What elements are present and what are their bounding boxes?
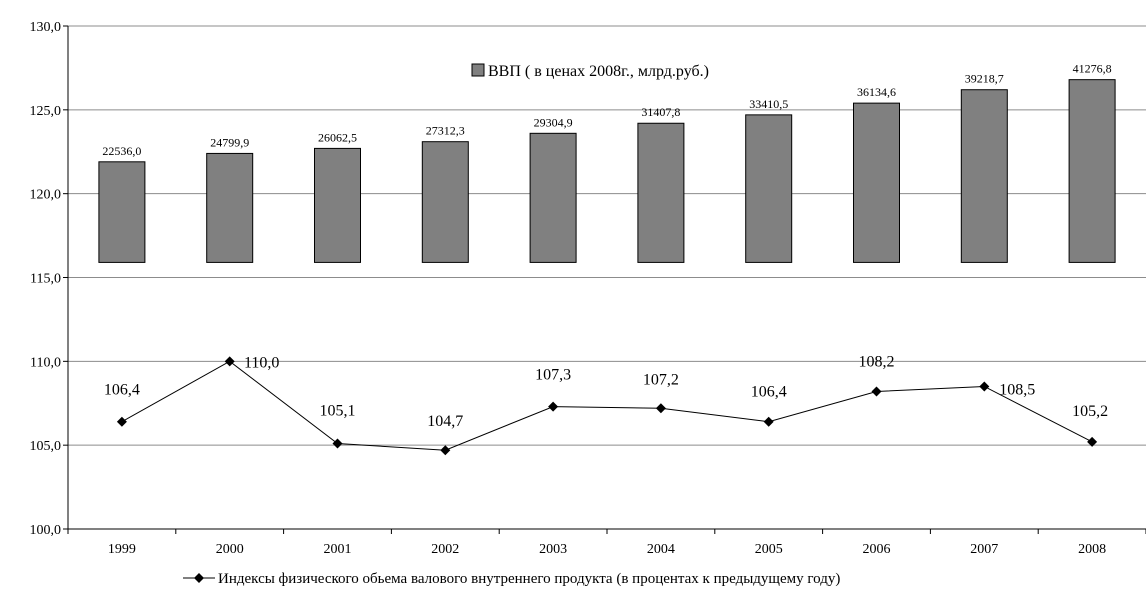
bar xyxy=(960,89,1008,263)
legend-bars: ВВП ( в ценах 2008г., млрд.руб.) xyxy=(471,63,709,80)
line-data-label: 110,0 xyxy=(244,354,279,371)
bar xyxy=(98,161,146,263)
bar xyxy=(421,141,469,263)
legend-line-label: Индексы физического обьема валового внут… xyxy=(218,571,840,587)
bar-data-label: 24799,9 xyxy=(210,135,249,149)
bar-data-label: 36134,6 xyxy=(857,85,896,99)
y-tick-label: 100,0 xyxy=(30,523,62,538)
y-tick-label: 115,0 xyxy=(30,272,61,287)
x-tick-label: 2000 xyxy=(216,542,244,557)
line-point xyxy=(871,386,882,397)
y-axis-ticks: 100,0 105,0 110,0 115,0 120,0 125,0 130,0 xyxy=(30,20,68,538)
y-tick-label: 105,0 xyxy=(30,439,62,454)
bar xyxy=(637,122,685,263)
bar-data-label: 31407,8 xyxy=(641,105,680,119)
y-tick-label: 125,0 xyxy=(30,104,62,119)
line-point xyxy=(224,356,235,367)
bar-data-label: 26062,5 xyxy=(318,130,357,144)
legend-bar-swatch xyxy=(471,63,485,77)
line-data-label: 108,5 xyxy=(999,381,1035,398)
line-data-label: 107,2 xyxy=(643,371,679,388)
x-tick-label: 2006 xyxy=(863,542,891,557)
y-tick-label: 130,0 xyxy=(30,20,62,35)
x-tick-label: 2002 xyxy=(431,542,459,557)
line-data-labels: 106,4 110,0 105,1 104,7 107,3 107,2 106,4 108,2… xyxy=(104,354,1108,431)
x-tick-label: 2007 xyxy=(970,542,998,557)
line-series xyxy=(116,356,1098,456)
line-data-label: 105,1 xyxy=(320,402,356,419)
bar xyxy=(529,132,577,263)
y-tick-label: 120,0 xyxy=(30,188,62,203)
legend-line: Индексы физического обьема валового внут… xyxy=(183,571,840,587)
x-tick-label: 2005 xyxy=(755,542,783,557)
line-point xyxy=(548,401,559,412)
line-point xyxy=(763,416,774,427)
line-point xyxy=(440,445,451,456)
x-tick-label: 2003 xyxy=(539,542,567,557)
bar-series xyxy=(98,79,1116,263)
line-point xyxy=(979,381,990,392)
bar-data-label: 22536,0 xyxy=(102,144,141,158)
bar xyxy=(206,152,254,263)
x-tick-label: 2004 xyxy=(647,542,675,557)
line-data-label: 106,4 xyxy=(751,384,787,401)
bar-data-label: 33410,5 xyxy=(749,97,788,111)
series-line xyxy=(121,360,1093,451)
bar xyxy=(1068,79,1116,263)
line-point xyxy=(1087,436,1098,447)
line-point xyxy=(655,403,666,414)
line-point xyxy=(116,416,127,427)
x-tick-label: 2001 xyxy=(324,542,352,557)
legend-line-marker xyxy=(194,573,204,583)
x-tick-label: 1999 xyxy=(108,542,136,557)
bar-data-label: 27312,3 xyxy=(426,124,465,138)
x-tick-label: 2008 xyxy=(1078,542,1106,557)
bar xyxy=(745,114,793,263)
line-data-label: 104,7 xyxy=(427,413,463,430)
bar-data-label: 29304,9 xyxy=(534,115,573,129)
line-data-label: 107,3 xyxy=(535,367,571,384)
y-tick-label: 110,0 xyxy=(30,355,61,370)
bar xyxy=(314,147,361,263)
line-data-label: 105,2 xyxy=(1072,403,1108,420)
line-data-label: 108,2 xyxy=(859,354,895,371)
bar-data-labels: 22536,0 24799,9 26062,5 27312,3 29304,9 31407… xyxy=(102,62,1111,158)
line-point xyxy=(332,438,343,449)
x-axis-ticks: 1999 2000 2001 2002 2003 2004 2005 2006 2007 2008 xyxy=(67,529,1146,557)
legend-bar-label: ВВП ( в ценах 2008г., млрд.руб.) xyxy=(488,63,709,80)
bar-data-label: 39218,7 xyxy=(965,72,1004,86)
bar xyxy=(853,102,900,263)
bar-data-label: 41276,8 xyxy=(1073,62,1112,76)
line-data-label: 106,4 xyxy=(104,382,140,399)
